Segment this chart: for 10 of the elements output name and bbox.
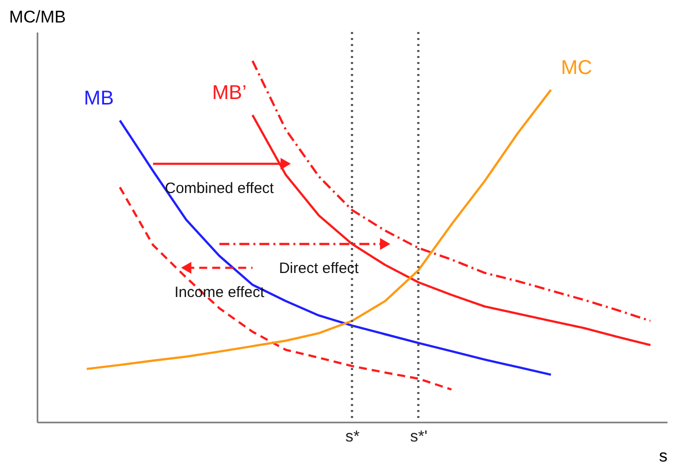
series-label: MC xyxy=(560,56,592,79)
y-axis-title: MC/MB xyxy=(9,8,66,26)
annotation: Direct effect xyxy=(278,260,360,277)
x-axis-title: s xyxy=(659,446,668,466)
series-label: MB xyxy=(84,87,114,110)
x-tick-label: s* xyxy=(345,428,360,446)
annotation: Income effect xyxy=(174,284,266,301)
x-tick-label: s*' xyxy=(410,428,428,446)
series-label: MB’ xyxy=(212,82,247,104)
annotation: Combined effect xyxy=(164,180,275,197)
